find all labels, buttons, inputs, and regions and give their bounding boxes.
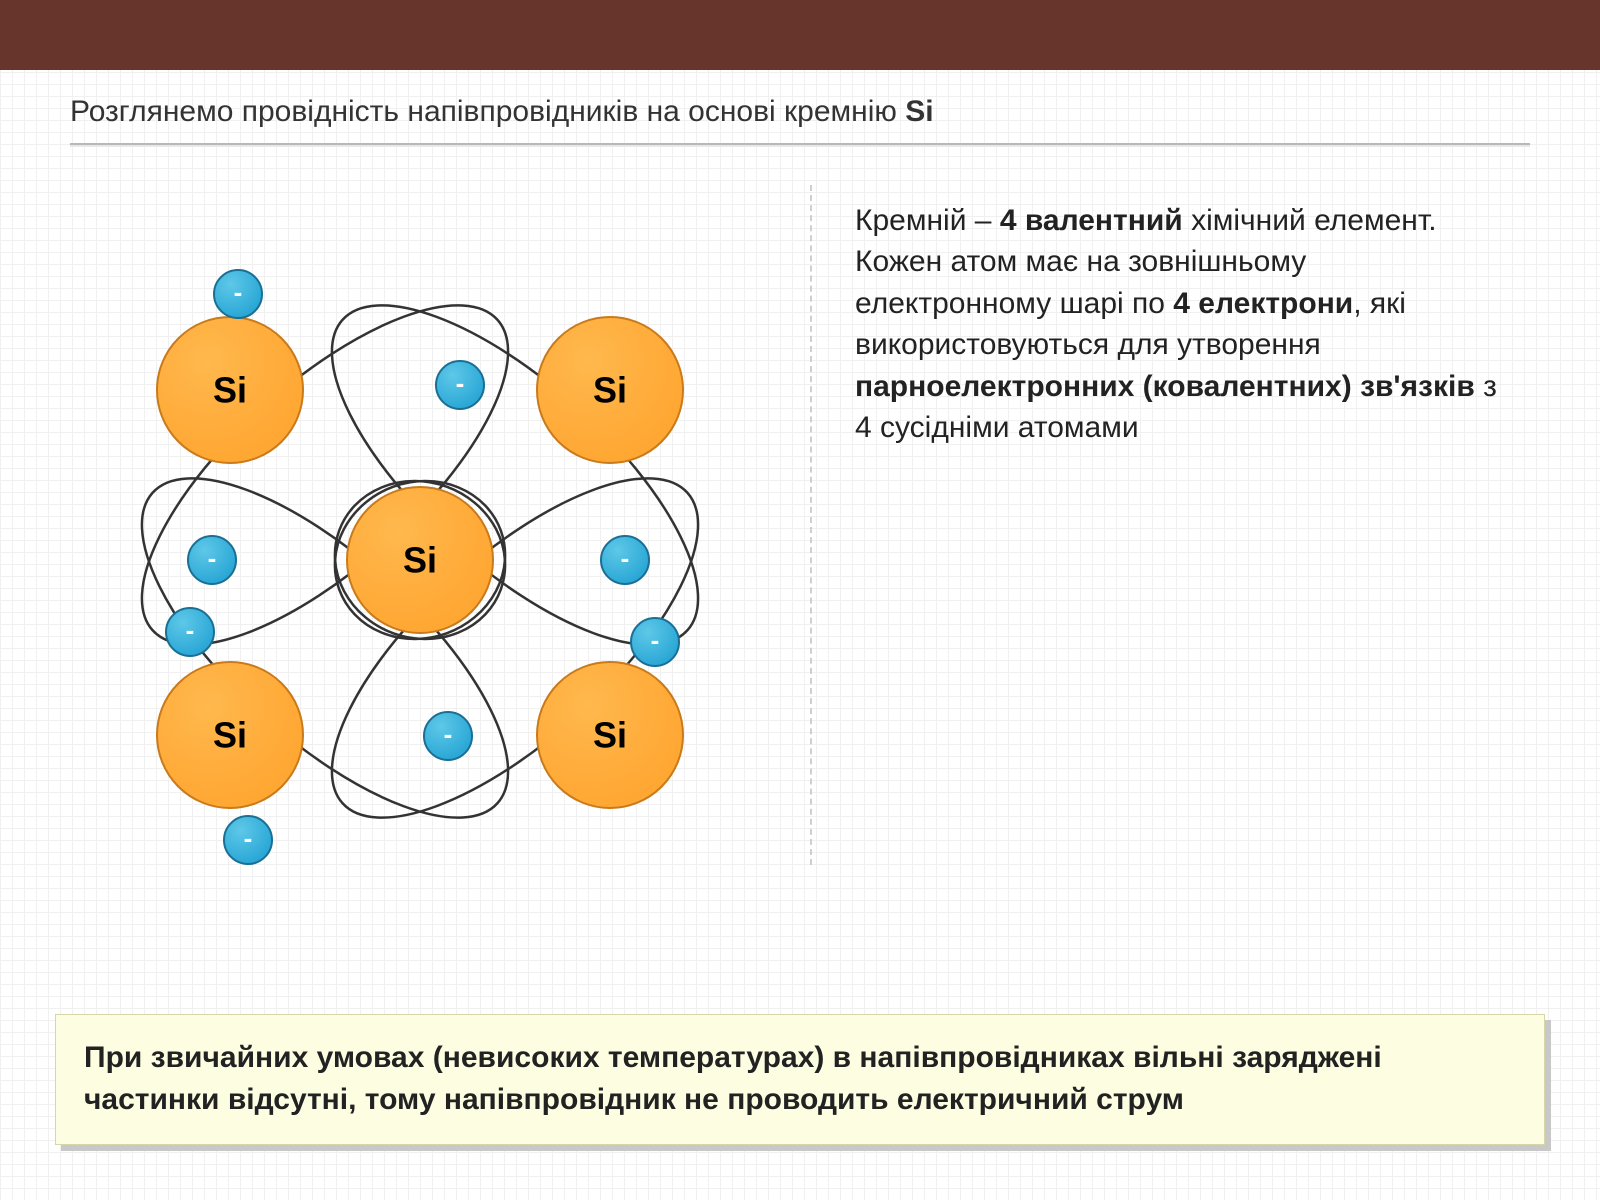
atom-br: Si: [537, 662, 683, 808]
electron-label: -: [208, 543, 217, 573]
title-area: Розглянемо провідність напівпровідників …: [70, 95, 1530, 147]
title-bold: Si: [905, 95, 933, 128]
side-bold-span: 4 електрони: [1173, 287, 1353, 320]
electron-label: -: [456, 368, 465, 398]
electron-4: -: [166, 608, 214, 656]
title-divider: [70, 143, 1530, 147]
electron-label: -: [621, 543, 630, 573]
atom-bl: Si: [157, 662, 303, 808]
footer-text: При звичайних умовах (невисоких температ…: [84, 1041, 1382, 1115]
atom-center: Si: [347, 487, 493, 633]
side-bold-span: парноелектронних (ковалентних) зв'язків: [855, 370, 1475, 403]
side-bold-span: 4 валентний: [1000, 204, 1183, 237]
orbit-ellipse: [281, 251, 749, 698]
electron-label: -: [444, 719, 453, 749]
atom-tl: Si: [157, 317, 303, 463]
electron-2: -: [188, 536, 236, 584]
electron-0: -: [214, 270, 262, 318]
electron-7: -: [224, 816, 272, 864]
side-text-span: Кремній –: [855, 204, 1000, 237]
atom-label: Si: [593, 370, 627, 411]
electron-label: -: [234, 277, 243, 307]
orbit-ellipse: [91, 251, 559, 698]
footer-note: При звичайних умовах (невисоких температ…: [55, 1014, 1545, 1145]
orbit-ellipse: [91, 424, 559, 871]
silicon-lattice-diagram: Si Si Si Si Si - - - - - - - -: [60, 180, 780, 920]
electron-label: -: [244, 823, 253, 853]
atom-label: Si: [593, 715, 627, 756]
atom-label: Si: [403, 540, 437, 581]
page-title: Розглянемо провідність напівпровідників …: [70, 95, 1530, 129]
electron-6: -: [424, 712, 472, 760]
electron-1: -: [436, 361, 484, 409]
atom-tr: Si: [537, 317, 683, 463]
side-paragraph: Кремній – 4 валентний хімічний елемент. …: [855, 200, 1505, 448]
vertical-divider: [810, 185, 812, 865]
top-bar: [0, 0, 1600, 70]
atom-label: Si: [213, 370, 247, 411]
title-pre: Розглянемо провідність напівпровідників …: [70, 95, 905, 128]
atom-label: Si: [213, 715, 247, 756]
diagram-svg: Si Si Si Si Si - - - - - - - -: [60, 180, 780, 920]
electron-5: -: [631, 618, 679, 666]
electron-3: -: [601, 536, 649, 584]
electron-label: -: [651, 625, 660, 655]
electron-label: -: [186, 615, 195, 645]
